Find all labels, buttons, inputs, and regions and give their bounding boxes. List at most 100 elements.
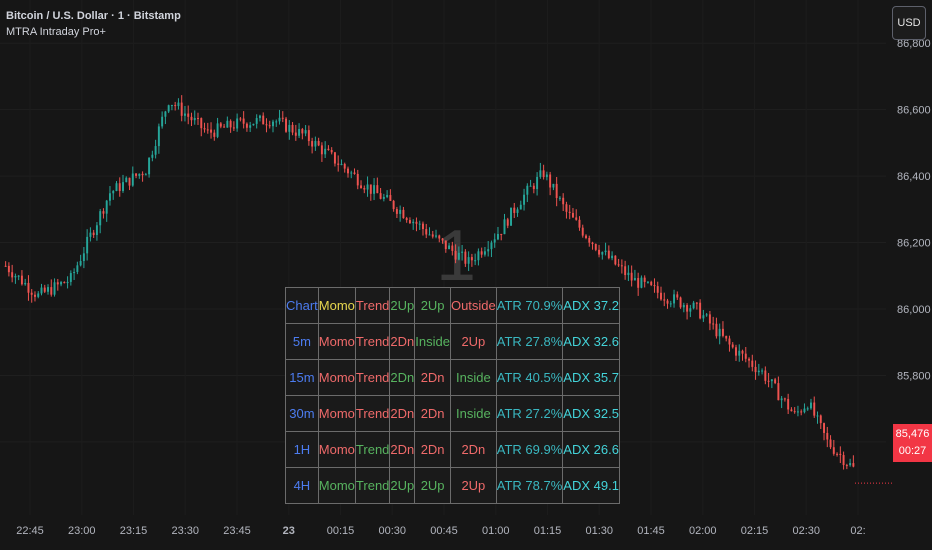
candle-body [588,237,591,243]
table-cell: Momo [317,359,356,396]
candle-body [552,183,555,188]
candle-body [474,260,477,262]
table-cell: Outside [449,287,497,324]
table-cell: Trend [354,431,391,468]
candle-body [167,105,170,112]
candle-body [258,115,261,119]
table-cell: Momo [317,287,356,324]
candle-body [562,197,565,205]
table-cell: 2Up [449,467,497,504]
table-cell: 2Dn [414,359,451,396]
x-tick-label: 01:45 [637,525,665,537]
currency-button[interactable]: USD [892,6,926,40]
x-tick-label: 23:15 [120,525,148,537]
table-cell: Momo [317,323,356,360]
candle-body [611,255,614,259]
candle-body [115,183,118,192]
candle-body [363,188,366,190]
candle-body [852,463,855,467]
y-tick-label: 86,400 [897,171,931,183]
table-row: Chart Momo Trend 2Up 2Up Outside ATR 70.9% ADX … [285,287,620,324]
candle-body [343,163,346,169]
candle-body [389,195,392,201]
candle-body [536,176,539,190]
table-cell: 5m [285,323,319,360]
candle-body [252,123,255,126]
table-cell: 2Up [389,287,416,324]
candle-body [777,383,780,401]
candle-body [842,455,845,466]
candle-body [304,130,307,134]
indicator-title[interactable]: MTRA Intraday Pro+ [6,26,106,38]
candle-body [399,209,402,214]
table-cell: ADX 32.6 [562,323,620,360]
y-tick-label: 86,000 [897,304,931,316]
candle-body [676,294,679,298]
candle-body [689,308,692,312]
y-tick-label: 86,600 [897,105,931,117]
candle-body [69,273,72,282]
table-cell: 1H [285,431,319,468]
candle-body [751,360,754,367]
table-cell: 2Dn [414,431,451,468]
candle-body [660,292,662,300]
x-tick-label: 02:30 [792,525,820,537]
table-cell: Trend [354,323,391,360]
candle-body [216,123,219,137]
candle-body [832,447,835,454]
candle-body [405,218,408,221]
symbol-title[interactable]: Bitcoin / U.S. Dollar · 1 · Bitstamp [6,10,181,22]
price-axis[interactable]: 86,80086,60086,40086,20086,00085,80085,6… [897,38,931,449]
last-price-value: 85,476 [895,428,930,440]
candle-body [438,235,441,239]
candle-body [845,465,848,467]
candle-body [60,282,63,285]
x-tick-label: 23:00 [68,525,96,537]
time-axis[interactable]: 22:45 23:00 23:15 23:30 23:45 23 00:15 00:30 00:… [16,525,865,537]
table-row: 30m Momo Trend 2Dn 2Dn Inside ATR 27.2% ADX 32.… [285,395,620,432]
candle-body [105,200,108,214]
candle-body [249,125,252,128]
candle-body [262,115,265,125]
candle-body [386,195,389,197]
candle-body [187,113,190,117]
candle-body [118,183,121,191]
x-tick-label: 02:00 [689,525,717,537]
candle-body [229,120,232,128]
candle-body [265,124,268,126]
candle-body [73,271,76,274]
table-cell: Momo [317,395,356,432]
table-cell: 2Up [414,467,451,504]
candle-body [692,302,695,309]
candle-body [578,219,581,228]
candle-body [190,116,193,121]
candle-body [102,211,105,214]
candle-body [353,172,356,174]
candle-body [422,223,424,230]
candle-body [496,233,499,240]
table-cell: 2Dn [389,359,416,396]
table-cell: Trend [354,395,391,432]
candle-body [24,282,27,285]
candle-body [197,118,199,120]
candle-body [30,292,33,295]
candle-body [604,250,607,253]
candle-body [141,173,144,176]
bar-countdown: 00:27 [898,445,927,457]
table-row: 5m Momo Trend 2Dn Inside 2Up ATR 27.8% ADX 32.6 [285,323,620,360]
candle-body [402,209,405,219]
candle-body [761,370,764,372]
candle-body [232,127,235,129]
table-cell: ATR 70.9% [495,287,564,324]
candle-body [20,275,23,285]
candle-body [441,238,444,241]
table-cell: 2Dn [389,323,416,360]
candle-body [464,251,467,264]
candle-body [793,411,796,413]
table-row: 1H Momo Trend 2Dn 2Dn 2Dn ATR 69.9% ADX 26.6 [285,431,620,468]
candle-body [650,281,653,286]
candle-body [307,130,310,142]
candle-body [803,408,806,413]
candle-body [95,225,98,236]
